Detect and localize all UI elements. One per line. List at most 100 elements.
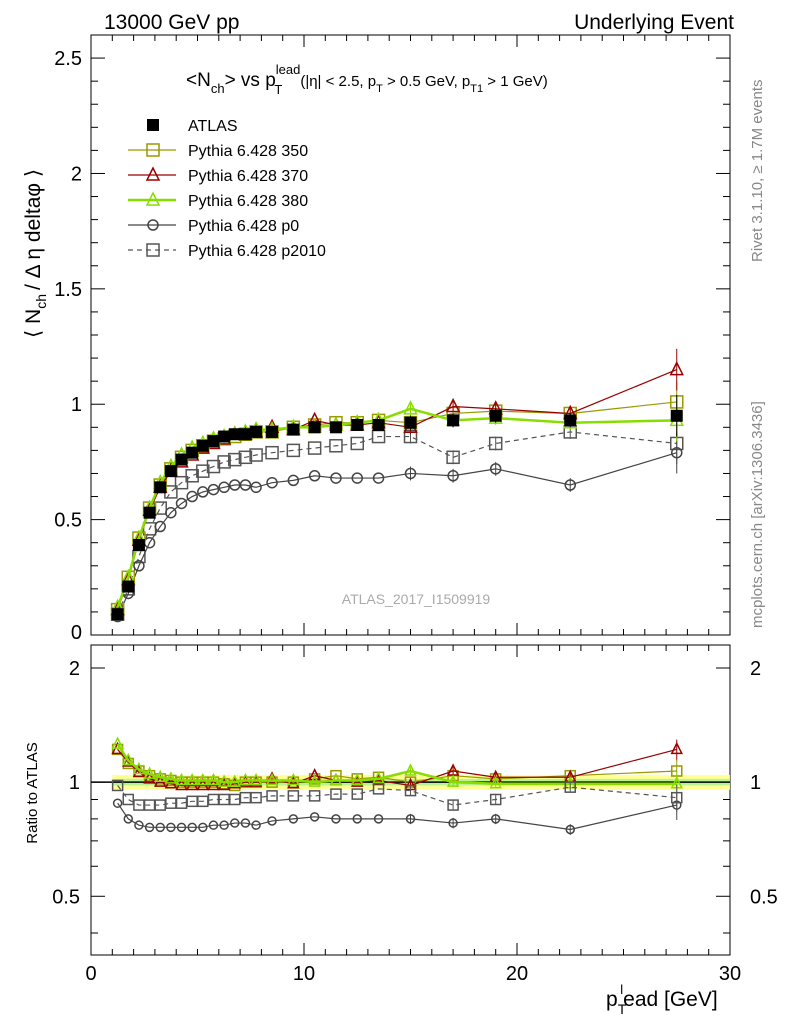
ratio-series	[111, 736, 683, 836]
ratio-point	[228, 774, 241, 787]
y-tick-label: 2	[71, 163, 82, 185]
ratio-point	[308, 774, 321, 787]
ratio-point	[331, 814, 341, 824]
ratio-point	[287, 776, 300, 789]
ratio-point	[134, 820, 144, 830]
data-point	[154, 481, 167, 494]
data-point	[489, 409, 502, 422]
ratio-point	[564, 781, 576, 793]
legend-label: Pythia 6.428 380	[188, 193, 308, 210]
data-point	[351, 472, 363, 484]
data-point	[330, 472, 342, 484]
data-point	[175, 497, 188, 510]
ratio-series-2	[111, 736, 683, 797]
data-point	[133, 560, 145, 572]
ratio-point	[266, 790, 278, 802]
analysis-watermark: ATLAS_2017_I1509919	[342, 591, 491, 607]
analysis-label: Underlying Event	[574, 11, 734, 34]
data-point	[564, 479, 576, 491]
ratio-point	[122, 793, 135, 806]
ratio-point	[143, 766, 156, 779]
data-point	[196, 439, 209, 452]
main-panel: 0 10 20 30 0.5 1 1.5 2 2.5 0	[54, 34, 741, 985]
y-tick-label: 2.5	[54, 48, 82, 70]
data-point	[445, 397, 461, 413]
main-frame	[90, 34, 731, 636]
ratio-point	[185, 772, 199, 786]
data-point	[488, 436, 503, 451]
data-point	[217, 455, 231, 469]
ratio-point	[198, 822, 208, 833]
data-point	[218, 430, 231, 443]
ratio-point	[123, 814, 134, 824]
ratio-point	[217, 774, 231, 787]
legend: ATLAS Pythia 6.428 350 Pythia 6.428 370 Pyt…	[128, 118, 326, 260]
ratio-point	[351, 772, 364, 786]
ratio-line	[117, 785, 677, 806]
data-point	[350, 436, 364, 451]
data-point	[287, 423, 300, 436]
x-tick-label: 20	[506, 963, 528, 985]
ratio-series-3	[112, 791, 682, 836]
ratio-point	[309, 812, 320, 822]
y-tick-label: 1	[71, 394, 82, 416]
ratio-point	[265, 772, 279, 786]
data-point	[249, 448, 263, 462]
data-point	[564, 414, 577, 427]
data-point	[489, 463, 502, 475]
data-point	[265, 445, 279, 460]
ratio-point	[287, 790, 300, 802]
legend-entry: Pythia 6.428 380	[128, 191, 308, 210]
data-point	[186, 446, 199, 459]
ratio-point	[250, 791, 262, 804]
x-tick-label: 10	[293, 963, 315, 985]
legend-entry: Pythia 6.428 p0	[128, 218, 299, 235]
data-point	[174, 475, 189, 490]
ratio-frame	[90, 644, 731, 956]
data-point	[447, 414, 460, 427]
series-line	[117, 431, 677, 615]
ratio-point	[351, 788, 363, 800]
legend-entry: Pythia 6.428 p2010	[128, 243, 326, 260]
main-ylabel: ⟨ Nch/ Δ η deltaφ ⟩	[22, 169, 49, 338]
legend-marker	[145, 166, 161, 181]
legend-marker	[146, 143, 160, 157]
data-point	[329, 439, 343, 453]
ratio-point	[288, 814, 299, 824]
data-point	[308, 470, 321, 482]
ratio-point	[219, 820, 229, 830]
ratio-point	[489, 776, 502, 789]
data-point	[154, 520, 166, 533]
ratio-point	[249, 772, 263, 786]
legend-label: Pythia 6.428 350	[188, 143, 308, 160]
legend-label: Pythia 6.428 370	[188, 168, 308, 185]
ratio-point	[372, 771, 385, 784]
ratio-point	[112, 798, 123, 808]
data-point	[164, 465, 177, 478]
ratio-point	[176, 822, 187, 833]
ratio-point	[448, 818, 458, 828]
ratio-point	[144, 822, 155, 833]
data-point	[143, 506, 156, 519]
data-point	[186, 490, 198, 503]
data-point	[250, 425, 263, 438]
ratio-point	[122, 752, 135, 766]
legend-entry: ATLAS	[147, 118, 238, 135]
data-point	[239, 428, 252, 441]
ratio-point	[239, 772, 252, 786]
ratio-point	[287, 772, 300, 786]
data-point	[250, 481, 262, 494]
ratio-point	[404, 763, 417, 776]
ratio-point	[187, 822, 197, 833]
ratio-point	[267, 816, 277, 826]
ratio-point	[164, 771, 178, 784]
ratio-point	[329, 772, 343, 786]
legend-marker	[147, 219, 159, 231]
series-line	[117, 369, 677, 610]
collision-label: 13000 GeV pp	[104, 11, 239, 34]
data-point	[238, 450, 253, 465]
x-axis-label: pTlead [GeV]	[606, 982, 718, 1017]
ratio-point	[240, 818, 251, 828]
data-point	[308, 421, 321, 434]
data-point	[351, 419, 364, 431]
